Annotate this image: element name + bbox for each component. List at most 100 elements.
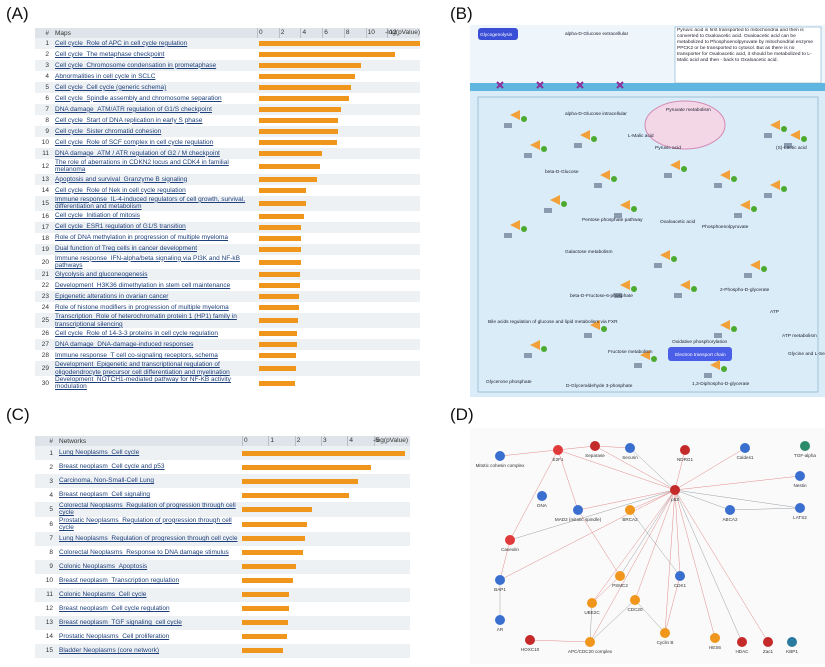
edge [664,575,681,634]
gene-box [584,333,592,338]
edge [674,489,801,509]
row-name[interactable]: Cell cycle_The metaphase checkpoint [55,50,165,58]
node-label: Nestin [793,483,806,488]
grid-line [268,436,270,446]
gene-box [634,363,642,368]
node-label: KBP1 [786,649,798,654]
row-name[interactable]: Lung Neoplasms_Regulation of progression… [59,534,238,542]
bar [259,107,341,112]
row-name[interactable]: Dual function of Treg cells in cancer de… [55,245,197,253]
bar [259,129,339,134]
bar [259,213,304,219]
table-row: 29 Development_Epigenetic and transcripti… [35,361,420,377]
row-name[interactable]: The role of aberrations in CDKN2 locus a… [55,159,229,174]
row-name[interactable]: Epigenetic alterations in ovarian cancer [55,293,169,301]
row-name[interactable]: Development_Epigenetic and transcription… [55,361,230,376]
row-name[interactable]: Glycolysis and gluconeogenesis [55,271,148,279]
row-name[interactable]: Apoptosis and survival_Granzyme B signal… [55,175,188,183]
row-number: 8 [45,117,49,124]
row-name[interactable]: Breast neoplasm_Cell signaling [59,491,151,499]
edge [674,449,686,491]
row-name[interactable]: Cell cycle_Initiation of mitosis [55,212,140,220]
node-label: NDRG1 [677,457,694,462]
row-name[interactable]: Cell cycle_Role of 14-3-3 proteins in ce… [55,330,218,338]
edge [499,445,596,457]
enzyme-icon [530,340,540,350]
x-tick-label: 10 [367,29,375,36]
node-icon [585,637,595,647]
row-name[interactable]: Development_NOTCH1-mediated pathway for … [55,376,231,391]
table-row: 7 DNA damage_ATM/ATR regulation of G1/S c… [35,104,420,115]
bar [259,235,302,241]
edge [664,489,676,634]
row-name[interactable]: Cell cycle_Start of DNA replication in e… [55,116,203,124]
grid-line [365,28,367,38]
map-label: Phosphoenolpyruvate [702,224,749,230]
row-name[interactable]: Bladder Neoplasms (core network) [59,646,160,654]
bar-cell [242,616,408,630]
row-name[interactable]: Abnormalities in cell cycle in SCLC [55,72,156,80]
row-name[interactable]: Colorectal Neoplasms_Response to DNA dam… [59,548,229,556]
row-name[interactable]: Cell cycle_Role of Nek in cell cycle reg… [55,186,186,194]
row-number: 2 [45,51,49,58]
bar-cell [259,244,422,255]
edge [591,489,676,604]
enzyme-icon [510,110,520,120]
map-label: Pyruvic acid [655,145,681,151]
row-number: 15 [45,647,53,655]
row-name[interactable]: Role of DNA methylation in progression o… [55,234,229,242]
row-name[interactable]: Cell cycle_Role of APC in cell cycle reg… [55,39,188,47]
row-name[interactable]: Immune response_IL-4-induced regulators … [55,195,246,211]
map-label: 2-Phospho-D-glycerate [720,287,770,293]
map-label: alpha-D-Glucose intracellular [565,111,627,117]
row-name[interactable]: Cell cycle_Sister chromatid cohesion [55,127,162,135]
row-number: 4 [49,491,53,499]
bar-cell [259,104,422,115]
edge [509,449,559,541]
row-number: 8 [49,549,53,557]
row-name[interactable]: Breast neoplasm_Cell cycle regulation [59,604,170,612]
bar-cell [259,255,422,270]
x-tick-label: 8 [345,29,350,36]
grid-line [347,436,349,446]
row-name[interactable]: DNA damage_DNA-damage-induced responses [55,341,194,349]
table-row: 16 Cell cycle_Initiation of mitosis [35,211,420,222]
bar-cell [242,574,408,588]
table-row: 2 Cell cycle_The metaphase checkpoint [35,49,420,60]
row-name[interactable]: Role of histone modifiers in progression… [55,304,229,312]
edge [577,489,676,511]
mitochondrion [644,100,726,150]
row-number: 17 [41,223,49,231]
row-name[interactable]: Lung Neoplasms_Cell cycle [59,449,140,457]
row-name[interactable]: Immune response_T cell co-signaling rece… [55,352,218,360]
row-name[interactable]: Carcinoma, Non-Small-Cell Lung [59,477,155,485]
row-name[interactable]: Breast neoplasm_Transcription regulation [59,576,180,584]
row-name[interactable]: Cell cycle_Spindle assembly and chromoso… [55,94,222,102]
row-name[interactable]: Cell cycle_ESR1 regulation of G1/S trans… [55,223,186,231]
row-name[interactable]: Transcription_Role of heterochromatin pr… [55,313,237,328]
row-name[interactable]: Immune response_IFN-alpha/beta signaling… [55,254,240,270]
row-name[interactable]: Cell cycle_Cell cycle (generic schema) [55,83,167,91]
row-name[interactable]: Colorectal Neoplasms_Regulation of progr… [59,502,236,517]
node-icon [787,637,797,647]
row-name[interactable]: Cell cycle_Role of SCF complex in cell c… [55,138,214,146]
bar [242,464,372,470]
node-icon [495,451,505,461]
row-name[interactable]: DNA damage_ATM / ATR regulation of G2 / … [55,149,220,157]
row-name[interactable]: Development_H3K36 dimethylation in stem … [55,282,231,290]
row-number: 3 [45,62,49,69]
row-name[interactable]: Breast neoplasm_TGF signaling_cell cycle [59,618,182,626]
row-name[interactable]: Prostatic Neoplasms_Cell proliferation [59,632,170,640]
row-name[interactable]: Colonic Neoplasms_Cell cycle [59,590,147,598]
node-label: HES6 [709,645,721,650]
enzyme-icon [740,200,750,210]
row-name[interactable]: DNA damage_ATM/ATR regulation of G1/S ch… [55,105,212,113]
edge [594,445,676,491]
bar-cell [259,291,422,302]
row-name[interactable]: Colonic Neoplasms_Apoptosis [59,562,148,570]
row-name[interactable]: Breast neoplasm_Cell cycle and p53 [59,463,165,471]
row-name[interactable]: Cell cycle_Chromosome condensation in pr… [55,61,217,69]
row-name[interactable]: Prostatic Neoplasms_Regulation of progre… [59,516,232,532]
node-icon [590,441,600,451]
node-label: HDAC [735,649,749,654]
